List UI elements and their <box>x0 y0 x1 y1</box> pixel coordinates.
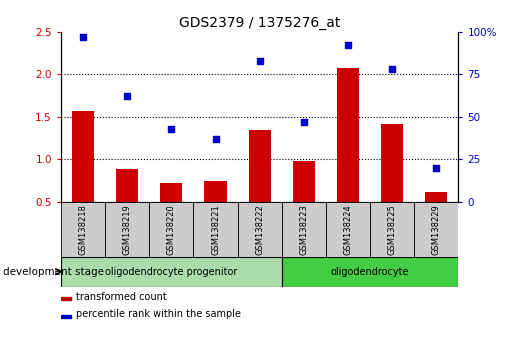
Text: GSM138220: GSM138220 <box>167 204 176 255</box>
Point <box>123 93 131 99</box>
Bar <box>105 202 149 257</box>
Point <box>299 119 308 125</box>
Bar <box>381 124 403 202</box>
Text: GSM138221: GSM138221 <box>211 204 220 255</box>
Point <box>388 67 396 72</box>
Text: GSM138225: GSM138225 <box>388 204 396 255</box>
Point <box>255 58 264 64</box>
Bar <box>425 192 447 202</box>
Bar <box>116 170 138 202</box>
Text: GSM138219: GSM138219 <box>123 204 131 255</box>
Text: transformed count: transformed count <box>76 292 167 302</box>
Bar <box>61 257 282 287</box>
Text: GDS2379 / 1375276_at: GDS2379 / 1375276_at <box>179 16 340 30</box>
Bar <box>293 161 315 202</box>
Bar <box>337 68 359 202</box>
Bar <box>282 202 326 257</box>
Bar <box>414 202 458 257</box>
Bar <box>149 202 193 257</box>
Point <box>167 126 175 132</box>
Bar <box>72 111 94 202</box>
Text: GSM138224: GSM138224 <box>343 204 352 255</box>
Bar <box>193 202 237 257</box>
Text: development stage: development stage <box>3 267 104 277</box>
Text: GSM138222: GSM138222 <box>255 204 264 255</box>
Text: percentile rank within the sample: percentile rank within the sample <box>76 309 241 319</box>
Bar <box>61 297 71 300</box>
Text: GSM138218: GSM138218 <box>78 204 87 255</box>
Bar <box>160 183 182 202</box>
Bar <box>326 202 370 257</box>
Text: oligodendrocyte progenitor: oligodendrocyte progenitor <box>105 267 237 277</box>
Point <box>344 42 352 48</box>
Bar <box>249 130 271 202</box>
Bar <box>61 315 71 318</box>
Bar <box>370 202 414 257</box>
Point <box>79 34 87 40</box>
Text: oligodendrocyte: oligodendrocyte <box>331 267 409 277</box>
Bar <box>237 202 282 257</box>
Point <box>432 165 440 171</box>
Text: GSM138223: GSM138223 <box>299 204 308 255</box>
Bar <box>205 181 227 202</box>
Bar <box>61 202 105 257</box>
Point <box>211 136 220 142</box>
Text: GSM138229: GSM138229 <box>432 204 441 255</box>
Bar <box>282 257 458 287</box>
